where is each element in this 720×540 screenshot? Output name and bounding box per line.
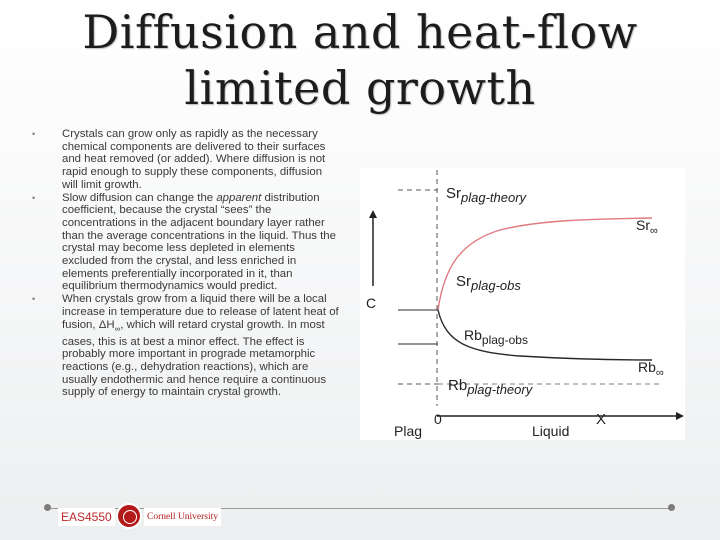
slide-title: Diffusion and heat-flow limited growth xyxy=(40,4,680,116)
plag-region-label: Plag xyxy=(394,423,422,439)
bullet-marker: • xyxy=(32,192,36,203)
sr-theory-label: Srplag-theory xyxy=(446,185,528,205)
footer-dot-left xyxy=(44,504,51,511)
bullet-item: • When crystals grow from a liquid there… xyxy=(28,293,340,399)
sr-infinity-label: Sr∞ xyxy=(636,217,658,237)
bullet-marker: • xyxy=(32,294,36,305)
bullet-emphasis: apparent xyxy=(216,191,262,204)
bullet-text: Slow diffusion can change the xyxy=(62,191,217,204)
rb-curve xyxy=(437,309,653,361)
bullet-marker: • xyxy=(32,129,36,139)
x-axis-label: X xyxy=(596,411,606,428)
bullet-subscript: ∞ xyxy=(114,323,121,333)
sr-obs-label: Srplag-obs xyxy=(456,273,521,293)
diffusion-figure: C Srplag-theory Sr∞ Srplag-obs Rbplag-ob… xyxy=(360,168,685,440)
title-line-1: Diffusion and heat-flow xyxy=(82,5,638,59)
bullet-list: • Crystals can grow only as rapidly as t… xyxy=(28,128,340,399)
rb-infinity-label: Rb∞ xyxy=(638,359,664,379)
liquid-region-label: Liquid xyxy=(532,423,569,439)
bullet-text: distribution coefficient, because the cr… xyxy=(62,191,336,293)
sr-curve xyxy=(437,217,653,311)
bullet-text: , which will retard crystal growth. In m… xyxy=(62,318,327,399)
footer-divider xyxy=(48,508,670,509)
bullet-text: When crystals grow from a liquid there w… xyxy=(62,293,339,331)
rb-obs-label: Rbplag-obs xyxy=(464,327,528,347)
bullet-item: • Slow diffusion can change the apparent… xyxy=(28,192,340,294)
diffusion-diagram: C Srplag-theory Sr∞ Srplag-obs Rbplag-ob… xyxy=(366,170,684,439)
bullet-text: Crystals can grow only as rapidly as the… xyxy=(62,128,326,191)
university-seal-icon xyxy=(116,503,142,529)
y-axis-label: C xyxy=(366,295,376,311)
footer-dot-right xyxy=(668,504,675,511)
course-code: EAS4550 xyxy=(58,508,115,526)
bullet-item: • Crystals can grow only as rapidly as t… xyxy=(28,128,340,192)
university-name: Cornell University xyxy=(144,508,221,526)
rb-theory-label: Rbplag-theory xyxy=(448,377,534,397)
title-line-2: limited growth xyxy=(184,61,536,115)
origin-label: 0 xyxy=(434,411,442,427)
